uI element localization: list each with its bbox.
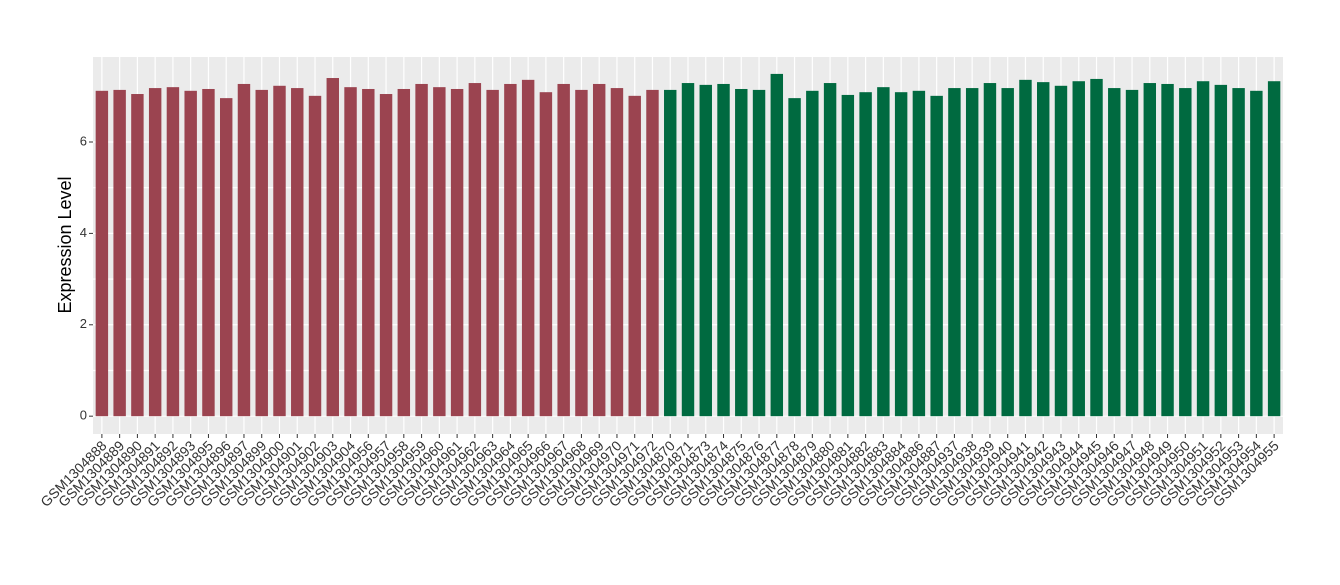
bar (1072, 81, 1085, 417)
bar (610, 88, 624, 417)
bar (752, 89, 766, 417)
bar (362, 88, 375, 417)
bar (557, 83, 570, 417)
bar (1250, 90, 1263, 417)
bar (877, 87, 890, 417)
y-tick-label: 2 (80, 316, 87, 331)
bar (95, 90, 109, 417)
bar (273, 85, 286, 417)
bar (912, 90, 926, 417)
bar (699, 84, 712, 417)
bar (148, 88, 162, 417)
bar (539, 92, 553, 417)
bar (113, 89, 126, 417)
bar (504, 83, 517, 417)
y-tick-label: 4 (80, 225, 87, 240)
bar (894, 92, 908, 417)
bar (575, 89, 588, 417)
bar (291, 88, 304, 417)
bar (592, 83, 606, 417)
bar (521, 79, 535, 417)
bar (1143, 83, 1157, 417)
bar (1214, 84, 1228, 417)
bar (308, 95, 322, 417)
bar (397, 88, 411, 417)
bar (1196, 81, 1210, 417)
bar (823, 83, 837, 417)
bar (1267, 81, 1281, 417)
bar (1054, 85, 1068, 417)
bar (450, 88, 464, 417)
bar (1232, 88, 1245, 417)
bar (1001, 88, 1014, 417)
bar (948, 88, 961, 417)
bar (202, 88, 215, 417)
bar (237, 83, 251, 417)
bar (1019, 79, 1032, 417)
bar (681, 83, 695, 417)
y-tick-label: 0 (80, 408, 87, 423)
bar (646, 89, 659, 417)
bar (131, 94, 144, 417)
bar (486, 89, 499, 417)
bar (1125, 89, 1139, 417)
bar (859, 92, 872, 417)
bar (717, 83, 730, 417)
bar (806, 90, 819, 417)
bar (1090, 78, 1103, 417)
bar (735, 88, 748, 417)
bar (983, 83, 997, 417)
bar (1108, 88, 1121, 417)
bar (1179, 88, 1192, 417)
bar (664, 89, 677, 417)
bar (433, 87, 446, 417)
bar (184, 90, 197, 417)
bar (930, 95, 943, 417)
bar (326, 78, 339, 417)
bar (965, 88, 979, 417)
y-tick-label: 6 (80, 133, 87, 148)
bar (379, 94, 393, 417)
bar (468, 83, 482, 417)
bar (344, 87, 357, 417)
bar (255, 89, 268, 417)
bar (628, 95, 641, 417)
bar (770, 73, 784, 417)
bar (841, 94, 855, 417)
bar (166, 87, 180, 417)
bar (1037, 82, 1050, 417)
bar (788, 98, 801, 417)
bar (1161, 83, 1174, 417)
bar (415, 83, 428, 417)
bar (219, 98, 233, 417)
y-axis-label: Expression Level (55, 176, 75, 313)
